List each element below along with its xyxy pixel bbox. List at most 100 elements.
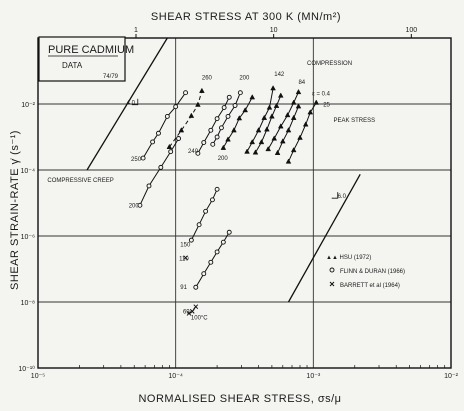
data-point-cross: [193, 304, 199, 310]
data-point-triangle: [284, 112, 291, 118]
temperature-label: 200: [129, 204, 140, 210]
data-point-circle: [183, 90, 189, 96]
data-point-triangle: [261, 114, 268, 120]
data-point-circle: [156, 130, 161, 136]
data-point-circle: [193, 284, 199, 290]
data-point-circle: [173, 104, 179, 110]
data-point-circle: [196, 222, 202, 228]
data-point-triangle: [307, 109, 314, 115]
data-point-triangle: [290, 147, 297, 153]
legend-label: FLINN & DURAN (1966): [340, 269, 405, 275]
data-point-circle: [226, 229, 232, 235]
data-point-circle: [168, 149, 174, 155]
annotation-label: PEAK STRESS: [333, 118, 375, 124]
data-point-triangle: [188, 112, 195, 118]
data-point-triangle: [236, 115, 243, 121]
slope-reference-line: [287, 173, 361, 303]
temperature-label: 69: [183, 309, 190, 315]
x-axis-title: NORMALISED SHEAR STRESS, σs/μ: [138, 393, 341, 405]
data-point-triangle: [220, 144, 227, 150]
data-point-circle: [146, 183, 152, 189]
data-point-triangle: [285, 158, 292, 164]
annotation-label: COMPRESSION: [307, 61, 352, 67]
grid: [37, 38, 452, 369]
chart-ref: 74/79: [103, 74, 119, 80]
top-tick-label: 10: [270, 27, 278, 34]
series-line: [168, 90, 203, 148]
title-box-border: [38, 36, 126, 82]
data-point-circle: [220, 239, 226, 245]
title-box: PURE CADMIUM DATA 74/79: [38, 36, 134, 82]
data-point-triangle: [295, 88, 302, 95]
data-point-circle: [225, 113, 231, 119]
data-point-triangle: [178, 127, 185, 133]
x-tick-label: 10⁻²: [444, 373, 458, 380]
data-point-cross: [189, 309, 195, 314]
temperature-label: 91: [180, 285, 187, 291]
data-point-circle: [214, 116, 220, 122]
y-tick-label: 10⁻²: [21, 102, 35, 109]
chart-subtitle: DATA: [62, 61, 83, 70]
data-point-triangle: [273, 102, 280, 108]
data-point-triangle: [255, 127, 262, 133]
data-point-triangle: [249, 94, 256, 100]
annotation-label: 6.0: [338, 194, 347, 200]
top-tick-label: 1: [134, 27, 138, 34]
data-point-circle: [214, 249, 220, 255]
data-point-circle: [209, 197, 215, 203]
data-point-triangle: [270, 85, 276, 91]
data-point-triangle: [264, 126, 270, 132]
data-point-triangle: [231, 127, 237, 133]
data-point-triangle: [290, 114, 297, 120]
legend-label: BARRETT et al (1964): [340, 283, 400, 289]
data-point-triangle: [244, 148, 250, 154]
data-point-triangle: [290, 99, 297, 105]
temperature-label: 100°C: [191, 316, 208, 322]
data-point-circle: [188, 237, 194, 243]
data-point-circle: [221, 105, 227, 111]
chart-title: PURE CADMIUM: [48, 44, 134, 56]
data-point-triangle: [242, 107, 249, 113]
annotation-label: 4.0: [127, 101, 136, 107]
data-point-circle: [218, 125, 224, 131]
annotation-label: ε = 0.4: [312, 92, 331, 98]
series-line: [190, 189, 218, 241]
y-tick-label: 10⁻⁶: [21, 234, 35, 241]
data-point-circle: [329, 267, 335, 273]
data-point-circle: [140, 155, 146, 161]
data-point-cross: [329, 281, 335, 287]
data-point-triangle: [269, 113, 275, 119]
x-tick-label: 10⁻⁵: [31, 373, 45, 380]
data-point-circle: [208, 127, 214, 133]
y-tick-label: 10⁻⁴: [21, 168, 36, 175]
data-point-cross: [183, 255, 188, 261]
series-line: [142, 92, 187, 159]
data-point-circle: [158, 164, 164, 170]
y-tick-label: 10⁻¹⁰: [18, 365, 35, 373]
data-point-circle: [210, 141, 216, 147]
slope-reference-line: [86, 37, 168, 171]
data-point-circle: [150, 139, 156, 145]
temperature-label: 25: [323, 103, 330, 109]
series-line: [288, 102, 317, 162]
temperature-label: 200: [218, 156, 229, 162]
slope-marker: [131, 98, 139, 106]
tick-layer: 10⁻⁵ 10⁻⁴ 10⁻³ 10⁻²10⁻²10⁻⁴10⁻⁶10⁻⁸10⁻¹⁰1 10…: [18, 27, 458, 380]
data-point-triangle: [313, 99, 320, 105]
data-point-triangle: [297, 134, 303, 140]
data-point-circle: [201, 271, 207, 277]
legend-label: ▲▲ HSU (1972): [326, 255, 371, 261]
data-point-triangle: [195, 101, 201, 107]
temperature-label: 260: [202, 76, 213, 82]
data-point-triangle: [302, 121, 309, 127]
temperature-label: 84: [298, 80, 305, 86]
data-point-circle: [208, 259, 214, 265]
data-point-triangle: [266, 104, 273, 110]
x-tick-label: 10⁻⁴: [168, 373, 183, 380]
y-axis-title: SHEAR STRAIN-RATE γ̇ (s⁻¹): [9, 130, 21, 290]
data-point-triangle: [258, 138, 265, 145]
temperature-label: 142: [274, 72, 285, 78]
reference-lines: [86, 37, 361, 303]
data-point-circle: [203, 208, 209, 214]
